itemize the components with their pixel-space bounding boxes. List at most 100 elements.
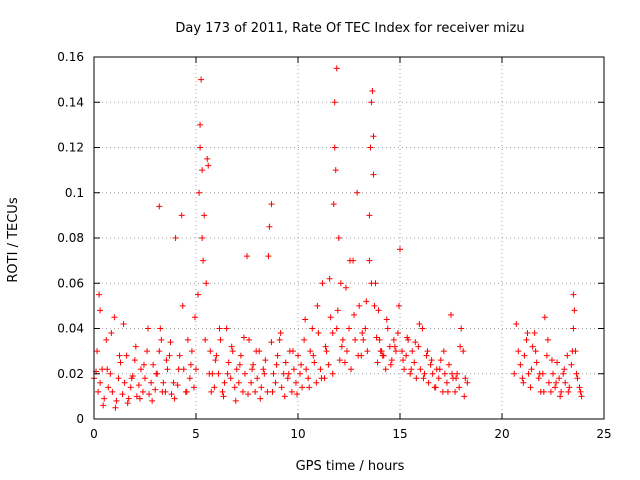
data-point xyxy=(163,357,170,364)
data-point xyxy=(167,339,174,346)
data-point xyxy=(568,361,575,368)
data-point xyxy=(558,388,565,395)
data-point xyxy=(436,366,443,373)
data-point xyxy=(347,257,354,264)
data-point xyxy=(156,203,163,210)
data-point xyxy=(220,393,227,400)
data-point xyxy=(225,359,232,366)
data-point xyxy=(348,366,355,373)
data-point xyxy=(184,336,191,343)
data-point xyxy=(341,359,348,366)
data-point xyxy=(392,348,399,355)
data-point xyxy=(384,325,391,332)
data-point xyxy=(131,357,138,364)
data-point xyxy=(543,352,550,359)
data-point xyxy=(529,343,536,350)
data-point xyxy=(299,384,306,391)
data-point xyxy=(303,366,310,373)
data-point xyxy=(364,348,371,355)
data-point xyxy=(265,253,272,260)
data-point xyxy=(452,388,459,395)
data-point xyxy=(252,388,259,395)
data-point xyxy=(219,388,226,395)
data-point xyxy=(249,366,256,373)
data-point xyxy=(408,366,415,373)
data-point xyxy=(388,357,395,364)
data-point xyxy=(128,375,135,382)
data-point xyxy=(109,388,116,395)
data-point xyxy=(531,330,538,337)
data-point xyxy=(571,307,578,314)
data-point xyxy=(186,375,193,382)
data-point xyxy=(462,375,469,382)
data-point xyxy=(425,379,432,386)
data-point xyxy=(104,366,111,373)
data-point xyxy=(116,352,123,359)
data-point xyxy=(124,400,131,407)
data-point xyxy=(375,307,382,314)
data-point xyxy=(180,366,187,373)
data-point xyxy=(371,302,378,309)
data-point xyxy=(281,393,288,400)
data-point xyxy=(577,388,584,395)
data-point xyxy=(520,379,527,386)
data-point xyxy=(565,388,572,395)
data-point xyxy=(310,352,317,359)
data-point xyxy=(239,388,246,395)
data-point xyxy=(196,189,203,196)
data-point xyxy=(339,336,346,343)
data-point xyxy=(363,298,370,305)
data-point xyxy=(548,357,555,364)
tick-labels: 0 5 10 15 20 25 0 0.02 0.04 0.06 0.08 0.1 0.12 0.14 0.… xyxy=(57,50,611,441)
data-point xyxy=(330,201,337,208)
data-point xyxy=(460,348,467,355)
data-point xyxy=(158,336,165,343)
data-point xyxy=(327,314,334,321)
data-point xyxy=(355,352,362,359)
data-point xyxy=(428,357,435,364)
data-point xyxy=(152,386,159,393)
data-point xyxy=(359,330,366,337)
data-point xyxy=(280,370,287,377)
y-tick-label: 0.04 xyxy=(57,322,84,336)
data-point xyxy=(356,302,363,309)
data-point xyxy=(547,388,554,395)
data-point xyxy=(315,330,322,337)
data-point xyxy=(270,370,277,377)
data-point xyxy=(352,336,359,343)
data-point xyxy=(564,352,571,359)
data-point xyxy=(179,302,186,309)
data-point xyxy=(532,348,539,355)
data-point xyxy=(332,167,339,174)
data-point xyxy=(456,384,463,391)
data-point xyxy=(309,325,316,332)
y-tick-label: 0.12 xyxy=(57,141,84,155)
data-point xyxy=(416,320,423,327)
data-point xyxy=(443,379,450,386)
data-point xyxy=(204,155,211,162)
data-point xyxy=(123,352,130,359)
data-point xyxy=(113,397,120,404)
data-point xyxy=(97,379,104,386)
data-point xyxy=(178,212,185,219)
data-point xyxy=(370,171,377,178)
y-tick-label: 0.16 xyxy=(57,50,84,64)
data-point xyxy=(317,366,324,373)
data-point xyxy=(101,395,108,402)
data-point xyxy=(515,348,522,355)
data-point xyxy=(407,370,414,377)
data-point xyxy=(207,348,214,355)
data-point xyxy=(369,87,376,94)
data-point xyxy=(319,280,326,287)
data-point xyxy=(144,348,151,355)
y-tick-label: 0.14 xyxy=(57,95,84,109)
x-tick-label: 5 xyxy=(192,427,200,441)
data-point xyxy=(444,388,451,395)
data-point xyxy=(573,370,580,377)
data-point xyxy=(193,366,199,373)
data-point xyxy=(519,375,526,382)
data-point xyxy=(133,393,140,400)
data-point xyxy=(335,235,342,241)
data-point xyxy=(401,366,408,373)
data-point xyxy=(553,379,560,386)
